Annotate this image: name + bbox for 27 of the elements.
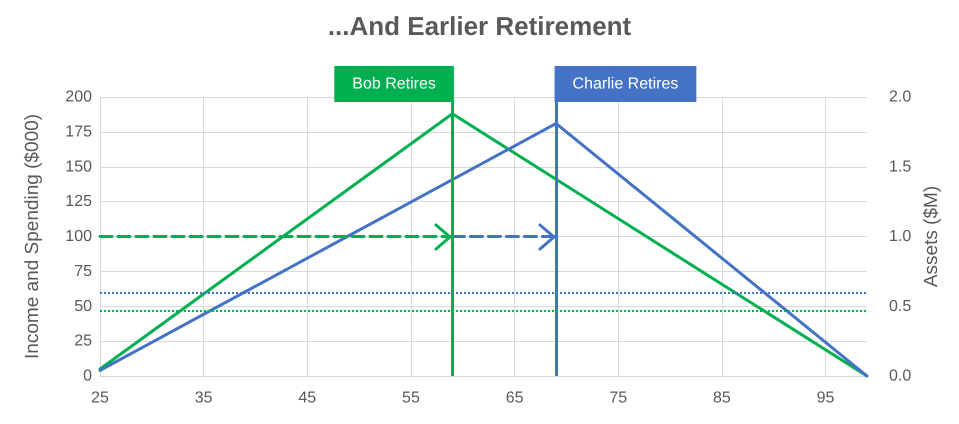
y-tick-label: 50 [74,298,92,315]
x-tick-label: 25 [91,390,109,406]
ref-line-label: Charlie Retires [572,76,678,92]
y-axis-title: Income and Spending ($000) [22,114,43,360]
chart-title: ...And Earlier Retirement [328,11,632,41]
x-tick-label: 95 [816,390,835,406]
x-tick-label: 75 [609,390,628,406]
y2-tick-label: 0.0 [889,368,912,384]
y-tick-label: 125 [65,193,92,210]
y-tick-label: 175 [65,123,92,140]
y2-tick-label: 1.0 [889,228,912,245]
y-tick-label: 200 [65,88,92,106]
y-tick-label: 75 [74,262,92,280]
ref-line-label: Bob Retires [352,76,436,92]
y-tick-label: 150 [65,158,92,176]
x-tick-label: 35 [194,390,213,406]
y2-tick-label: 1.5 [889,158,912,176]
y2-tick-label: 2.0 [889,88,912,106]
x-tick-label: 85 [712,390,731,406]
y-tick-label: 100 [65,228,92,245]
y-tick-label: 0 [83,368,92,384]
y2-tick-label: 0.5 [889,298,912,315]
x-tick-label: 45 [298,390,316,406]
x-tick-label: 55 [402,390,420,406]
x-tick-label: 65 [506,390,524,406]
y-tick-label: 25 [74,332,92,350]
y2-axis-title: Assets ($M) [921,186,942,288]
